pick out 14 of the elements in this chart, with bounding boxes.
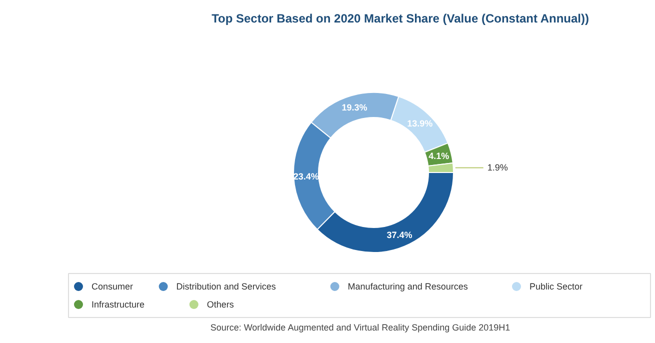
legend-label: Others [206,300,234,310]
data-label: 19.3% [342,102,368,113]
chart-title: Top Sector Based on 2020 Market Share (Value (Constant Annual)) [212,12,589,26]
legend-label: Manufacturing and Resources [348,282,468,292]
data-label: 13.9% [407,118,433,128]
legend-label: Public Sector [530,282,583,292]
data-label: 23.4% [293,171,319,182]
legend-label: Consumer [92,282,134,292]
data-label: 37.4% [386,230,412,240]
legend-label: Distribution and Services [176,282,276,292]
source-note: Source: Worldwide Augmented and Virtual Reality Spending Guide 2019H1 [210,322,510,332]
data-label: 4.1% [428,150,450,161]
legend-label: Infrastructure [92,300,145,310]
data-label: 1.9% [487,162,508,173]
